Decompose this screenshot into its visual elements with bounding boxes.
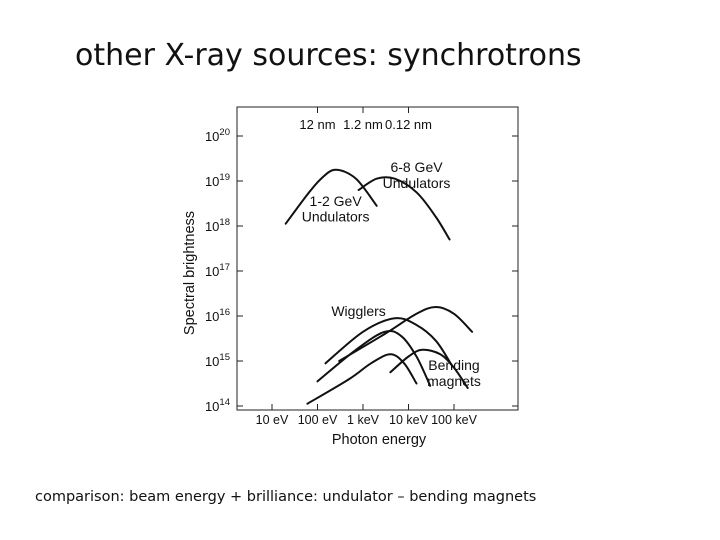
curve-annotation: Undulators (302, 209, 370, 225)
x-tick-label: 100 keV (431, 413, 478, 427)
curve-annotation: Bending (428, 357, 479, 373)
top-tick-label: 1.2 nm (343, 117, 383, 132)
y-tick-label: 1019 (205, 172, 230, 189)
curve-annotation: Undulators (383, 175, 451, 191)
y-axis-title: Spectral brightness (182, 211, 198, 335)
series-curve (357, 176, 451, 241)
y-tick-label: 1020 (205, 127, 230, 144)
top-tick-label: 12 nm (299, 117, 335, 132)
series-curve (306, 353, 418, 405)
x-tick-label: 10 keV (389, 413, 429, 427)
x-tick-label: 100 eV (298, 413, 338, 427)
y-tick-label: 1016 (205, 307, 230, 324)
x-tick-label: 1 keV (347, 413, 380, 427)
plot-frame (236, 106, 519, 411)
curve-annotation: 1-2 GeV (310, 193, 363, 209)
curve-annotation: 6-8 GeV (390, 159, 443, 175)
x-tick-label: 10 eV (256, 413, 289, 427)
y-tick-label: 1017 (205, 262, 230, 279)
series-curve (316, 329, 432, 387)
top-tick-label: 0.12 nm (385, 117, 432, 132)
curve-annotation: Wigglers (331, 303, 385, 319)
y-tick-label: 1015 (205, 352, 230, 369)
slide-caption: comparison: beam energy + brilliance: un… (35, 489, 537, 505)
curve-annotation: magnets (427, 373, 481, 389)
labels-layer: 1020 1019 1018 1017 1016 1015 1014 10 eV 100 eV 1… (205, 117, 481, 427)
y-tick-label: 1018 (205, 217, 230, 234)
ticks-layer (237, 107, 518, 410)
series-curve (324, 317, 453, 367)
curves-layer (284, 168, 474, 405)
y-tick-label: 1014 (205, 397, 230, 414)
series-curve (284, 168, 378, 225)
slide-title: other X-ray sources: synchrotrons (75, 38, 582, 73)
series-curve (338, 305, 474, 362)
series-curve (389, 348, 469, 389)
x-axis-title: Photon energy (332, 432, 427, 448)
